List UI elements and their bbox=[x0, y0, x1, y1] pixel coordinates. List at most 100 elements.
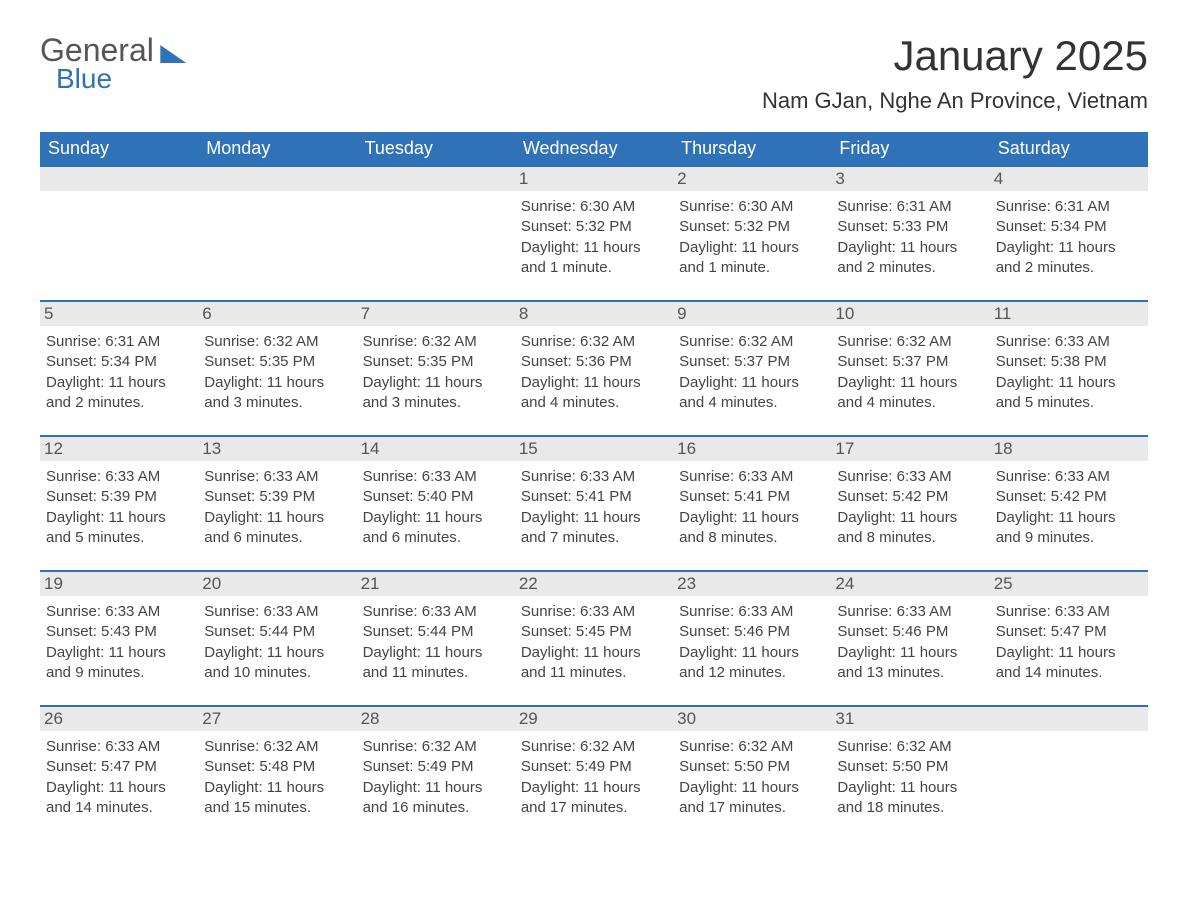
sunset-text: Sunset: 5:46 PM bbox=[837, 622, 983, 642]
sunrise-text: Sunrise: 6:33 AM bbox=[996, 467, 1142, 487]
sunset-text: Sunset: 5:49 PM bbox=[363, 757, 509, 777]
sunrise-text: Sunrise: 6:31 AM bbox=[837, 197, 983, 217]
daylight-text: Daylight: 11 hours and 1 minute. bbox=[679, 238, 825, 279]
day-details: Sunrise: 6:33 AMSunset: 5:40 PMDaylight:… bbox=[363, 467, 509, 548]
daylight-text: Daylight: 11 hours and 2 minutes. bbox=[996, 238, 1142, 279]
calendar-cell bbox=[198, 167, 356, 300]
day-details: Sunrise: 6:32 AMSunset: 5:37 PMDaylight:… bbox=[679, 332, 825, 413]
day-details: Sunrise: 6:31 AMSunset: 5:33 PMDaylight:… bbox=[837, 197, 983, 278]
calendar-cell: 3Sunrise: 6:31 AMSunset: 5:33 PMDaylight… bbox=[831, 167, 989, 300]
sunset-text: Sunset: 5:43 PM bbox=[46, 622, 192, 642]
day-number: 22 bbox=[515, 572, 673, 596]
weekday-header: Friday bbox=[831, 132, 989, 165]
daylight-text: Daylight: 11 hours and 2 minutes. bbox=[46, 373, 192, 414]
day-details: Sunrise: 6:32 AMSunset: 5:49 PMDaylight:… bbox=[363, 737, 509, 818]
day-number: 16 bbox=[673, 437, 831, 461]
sunset-text: Sunset: 5:36 PM bbox=[521, 352, 667, 372]
sunrise-text: Sunrise: 6:33 AM bbox=[679, 467, 825, 487]
day-number: 18 bbox=[990, 437, 1148, 461]
calendar-cell bbox=[990, 707, 1148, 840]
sunset-text: Sunset: 5:47 PM bbox=[46, 757, 192, 777]
sunset-text: Sunset: 5:34 PM bbox=[46, 352, 192, 372]
daylight-text: Daylight: 11 hours and 9 minutes. bbox=[46, 643, 192, 684]
calendar-cell: 8Sunrise: 6:32 AMSunset: 5:36 PMDaylight… bbox=[515, 302, 673, 435]
sunset-text: Sunset: 5:35 PM bbox=[363, 352, 509, 372]
daylight-text: Daylight: 11 hours and 17 minutes. bbox=[679, 778, 825, 819]
daylight-text: Daylight: 11 hours and 17 minutes. bbox=[521, 778, 667, 819]
day-details: Sunrise: 6:33 AMSunset: 5:39 PMDaylight:… bbox=[46, 467, 192, 548]
day-details: Sunrise: 6:33 AMSunset: 5:45 PMDaylight:… bbox=[521, 602, 667, 683]
sunset-text: Sunset: 5:37 PM bbox=[679, 352, 825, 372]
daylight-text: Daylight: 11 hours and 6 minutes. bbox=[363, 508, 509, 549]
sunrise-text: Sunrise: 6:33 AM bbox=[204, 602, 350, 622]
daylight-text: Daylight: 11 hours and 18 minutes. bbox=[837, 778, 983, 819]
sunrise-text: Sunrise: 6:33 AM bbox=[996, 602, 1142, 622]
sunrise-text: Sunrise: 6:33 AM bbox=[363, 467, 509, 487]
sunset-text: Sunset: 5:41 PM bbox=[679, 487, 825, 507]
calendar-cell: 5Sunrise: 6:31 AMSunset: 5:34 PMDaylight… bbox=[40, 302, 198, 435]
calendar-cell: 25Sunrise: 6:33 AMSunset: 5:47 PMDayligh… bbox=[990, 572, 1148, 705]
sunset-text: Sunset: 5:37 PM bbox=[837, 352, 983, 372]
calendar-cell: 18 Sunrise: 6:33 AMSunset: 5:42 PMDayligh… bbox=[990, 437, 1148, 570]
calendar: SundayMondayTuesdayWednesdayThursdayFrid… bbox=[40, 132, 1148, 840]
calendar-week: 1Sunrise: 6:30 AMSunset: 5:32 PMDaylight… bbox=[40, 165, 1148, 300]
sunset-text: Sunset: 5:50 PM bbox=[837, 757, 983, 777]
sunset-text: Sunset: 5:39 PM bbox=[204, 487, 350, 507]
day-details: Sunrise: 6:33 AMSunset: 5:42 PMDaylight:… bbox=[837, 467, 983, 548]
day-details: Sunrise: 6:32 AMSunset: 5:50 PMDaylight:… bbox=[837, 737, 983, 818]
day-number: 13 bbox=[198, 437, 356, 461]
calendar-cell: 10Sunrise: 6:32 AMSunset: 5:37 PMDayligh… bbox=[831, 302, 989, 435]
sunrise-text: Sunrise: 6:31 AM bbox=[46, 332, 192, 352]
daylight-text: Daylight: 11 hours and 9 minutes. bbox=[996, 508, 1142, 549]
sunrise-text: Sunrise: 6:32 AM bbox=[679, 737, 825, 757]
sunrise-text: Sunrise: 6:30 AM bbox=[521, 197, 667, 217]
calendar-cell: 29Sunrise: 6:32 AMSunset: 5:49 PMDayligh… bbox=[515, 707, 673, 840]
sunrise-text: Sunrise: 6:33 AM bbox=[521, 602, 667, 622]
sunset-text: Sunset: 5:32 PM bbox=[521, 217, 667, 237]
sunrise-text: Sunrise: 6:32 AM bbox=[837, 332, 983, 352]
daylight-text: Daylight: 11 hours and 7 minutes. bbox=[521, 508, 667, 549]
day-number bbox=[357, 167, 515, 191]
sunrise-text: Sunrise: 6:33 AM bbox=[363, 602, 509, 622]
sunset-text: Sunset: 5:40 PM bbox=[363, 487, 509, 507]
calendar-cell: 6Sunrise: 6:32 AMSunset: 5:35 PMDaylight… bbox=[198, 302, 356, 435]
weekday-header: Wednesday bbox=[515, 132, 673, 165]
sunset-text: Sunset: 5:44 PM bbox=[204, 622, 350, 642]
sunrise-text: Sunrise: 6:33 AM bbox=[46, 602, 192, 622]
logo-triangle-icon bbox=[160, 45, 186, 63]
daylight-text: Daylight: 11 hours and 3 minutes. bbox=[204, 373, 350, 414]
calendar-cell: 12Sunrise: 6:33 AMSunset: 5:39 PMDayligh… bbox=[40, 437, 198, 570]
day-number: 21 bbox=[357, 572, 515, 596]
brand-logo: General Blue bbox=[40, 32, 186, 95]
weekday-header: Thursday bbox=[673, 132, 831, 165]
sunset-text: Sunset: 5:49 PM bbox=[521, 757, 667, 777]
sunrise-text: Sunrise: 6:33 AM bbox=[679, 602, 825, 622]
sunrise-text: Sunrise: 6:32 AM bbox=[204, 737, 350, 757]
day-number bbox=[198, 167, 356, 191]
day-details: Sunrise: 6:32 AMSunset: 5:35 PMDaylight:… bbox=[363, 332, 509, 413]
day-details: Sunrise: 6:33 AMSunset: 5:41 PMDaylight:… bbox=[521, 467, 667, 548]
day-number: 17 bbox=[831, 437, 989, 461]
day-details: Sunrise: 6:33 AMSunset: 5:46 PMDaylight:… bbox=[837, 602, 983, 683]
calendar-cell: 27Sunrise: 6:32 AMSunset: 5:48 PMDayligh… bbox=[198, 707, 356, 840]
day-details: Sunrise: 6:32 AMSunset: 5:50 PMDaylight:… bbox=[679, 737, 825, 818]
sunset-text: Sunset: 5:33 PM bbox=[837, 217, 983, 237]
day-details: Sunrise: 6:31 AMSunset: 5:34 PMDaylight:… bbox=[46, 332, 192, 413]
sunrise-text: Sunrise: 6:32 AM bbox=[521, 332, 667, 352]
sunset-text: Sunset: 5:46 PM bbox=[679, 622, 825, 642]
daylight-text: Daylight: 11 hours and 1 minute. bbox=[521, 238, 667, 279]
day-number: 2 bbox=[673, 167, 831, 191]
day-details: Sunrise: 6:30 AMSunset: 5:32 PMDaylight:… bbox=[679, 197, 825, 278]
day-details: Sunrise: 6:32 AMSunset: 5:36 PMDaylight:… bbox=[521, 332, 667, 413]
daylight-text: Daylight: 11 hours and 4 minutes. bbox=[521, 373, 667, 414]
day-number: 26 bbox=[40, 707, 198, 731]
weekday-header: Saturday bbox=[990, 132, 1148, 165]
day-details: Sunrise: 6:32 AMSunset: 5:37 PMDaylight:… bbox=[837, 332, 983, 413]
day-details: Sunrise: 6:33 AMSunset: 5:46 PMDaylight:… bbox=[679, 602, 825, 683]
sunrise-text: Sunrise: 6:33 AM bbox=[46, 467, 192, 487]
day-number: 14 bbox=[357, 437, 515, 461]
day-number: 30 bbox=[673, 707, 831, 731]
daylight-text: Daylight: 11 hours and 16 minutes. bbox=[363, 778, 509, 819]
calendar-cell: 15Sunrise: 6:33 AMSunset: 5:41 PMDayligh… bbox=[515, 437, 673, 570]
day-details: Sunrise: 6:33 AMSunset: 5:42 PMDaylight:… bbox=[996, 467, 1142, 548]
